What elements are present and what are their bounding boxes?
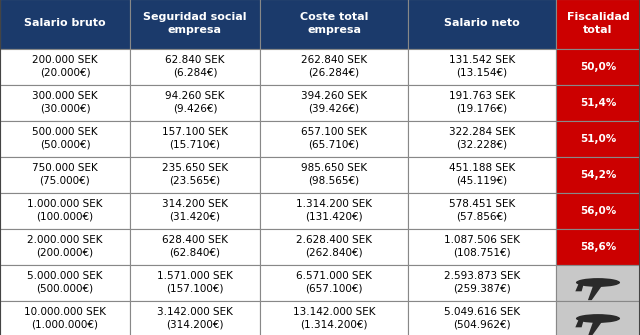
- Text: Salario neto: Salario neto: [444, 18, 520, 28]
- Bar: [0, 84, 130, 121]
- Bar: [260, 265, 408, 300]
- Bar: [130, 193, 260, 228]
- Polygon shape: [588, 282, 604, 300]
- Ellipse shape: [576, 314, 620, 323]
- Ellipse shape: [576, 278, 620, 287]
- Text: Coste total
empresa: Coste total empresa: [300, 12, 368, 35]
- Text: 2.628.400 SEK
(262.840€): 2.628.400 SEK (262.840€): [296, 235, 372, 258]
- Text: 5.000.000 SEK
(500.000€): 5.000.000 SEK (500.000€): [28, 271, 103, 294]
- Text: 191.763 SEK
(19.176€): 191.763 SEK (19.176€): [449, 91, 515, 114]
- Text: 451.188 SEK
(45.119€): 451.188 SEK (45.119€): [449, 163, 515, 186]
- Text: 13.142.000 SEK
(1.314.200€): 13.142.000 SEK (1.314.200€): [292, 307, 375, 330]
- Text: 1.314.200 SEK
(131.420€): 1.314.200 SEK (131.420€): [296, 199, 372, 222]
- Bar: [408, 193, 556, 228]
- Text: 50,0%: 50,0%: [580, 62, 616, 71]
- Bar: [0, 228, 130, 265]
- Bar: [260, 228, 408, 265]
- Bar: [0, 156, 130, 193]
- Text: 10.000.000 SEK
(1.000.000€): 10.000.000 SEK (1.000.000€): [24, 307, 106, 330]
- Text: 1.087.506 SEK
(108.751€): 1.087.506 SEK (108.751€): [444, 235, 520, 258]
- Bar: [556, 0, 640, 49]
- Text: 157.100 SEK
(15.710€): 157.100 SEK (15.710€): [162, 127, 228, 150]
- Text: Salario bruto: Salario bruto: [24, 18, 106, 28]
- Polygon shape: [588, 319, 604, 335]
- Text: 56,0%: 56,0%: [580, 205, 616, 215]
- Bar: [408, 228, 556, 265]
- Bar: [0, 0, 130, 49]
- Text: 322.284 SEK
(32.228€): 322.284 SEK (32.228€): [449, 127, 515, 150]
- Polygon shape: [611, 315, 620, 322]
- Bar: [556, 228, 640, 265]
- Polygon shape: [575, 319, 584, 327]
- Polygon shape: [611, 279, 620, 286]
- Text: 262.840 SEK
(26.284€): 262.840 SEK (26.284€): [301, 55, 367, 78]
- Bar: [130, 0, 260, 49]
- Text: 500.000 SEK
(50.000€): 500.000 SEK (50.000€): [32, 127, 98, 150]
- Bar: [130, 265, 260, 300]
- Bar: [408, 0, 556, 49]
- Text: Fiscalidad
total: Fiscalidad total: [566, 12, 629, 35]
- Bar: [260, 156, 408, 193]
- Polygon shape: [575, 282, 584, 291]
- Text: 3.142.000 SEK
(314.200€): 3.142.000 SEK (314.200€): [157, 307, 233, 330]
- Bar: [130, 228, 260, 265]
- Bar: [260, 49, 408, 84]
- Text: 314.200 SEK
(31.420€): 314.200 SEK (31.420€): [162, 199, 228, 222]
- Text: 2.593.873 SEK
(259.387€): 2.593.873 SEK (259.387€): [444, 271, 520, 294]
- Bar: [556, 156, 640, 193]
- Bar: [556, 84, 640, 121]
- Text: 58,6%: 58,6%: [580, 242, 616, 252]
- Bar: [556, 49, 640, 84]
- Bar: [130, 49, 260, 84]
- Bar: [260, 84, 408, 121]
- Bar: [260, 0, 408, 49]
- Text: 62.840 SEK
(6.284€): 62.840 SEK (6.284€): [165, 55, 225, 78]
- Text: 200.000 SEK
(20.000€): 200.000 SEK (20.000€): [32, 55, 98, 78]
- Bar: [260, 121, 408, 156]
- Text: Seguridad social
empresa: Seguridad social empresa: [143, 12, 247, 35]
- Text: 54,2%: 54,2%: [580, 170, 616, 180]
- Text: 657.100 SEK
(65.710€): 657.100 SEK (65.710€): [301, 127, 367, 150]
- Text: 394.260 SEK
(39.426€): 394.260 SEK (39.426€): [301, 91, 367, 114]
- Text: 131.542 SEK
(13.154€): 131.542 SEK (13.154€): [449, 55, 515, 78]
- Text: 1.571.000 SEK
(157.100€): 1.571.000 SEK (157.100€): [157, 271, 233, 294]
- Bar: [0, 300, 130, 335]
- Bar: [130, 156, 260, 193]
- Bar: [556, 265, 640, 300]
- Bar: [0, 193, 130, 228]
- Text: 628.400 SEK
(62.840€): 628.400 SEK (62.840€): [162, 235, 228, 258]
- Text: 985.650 SEK
(98.565€): 985.650 SEK (98.565€): [301, 163, 367, 186]
- Bar: [556, 300, 640, 335]
- Bar: [260, 193, 408, 228]
- Text: 235.650 SEK
(23.565€): 235.650 SEK (23.565€): [162, 163, 228, 186]
- Bar: [408, 265, 556, 300]
- Text: 2.000.000 SEK
(200.000€): 2.000.000 SEK (200.000€): [28, 235, 103, 258]
- Text: 5.049.616 SEK
(504.962€): 5.049.616 SEK (504.962€): [444, 307, 520, 330]
- Bar: [408, 121, 556, 156]
- Bar: [0, 49, 130, 84]
- Text: 94.260 SEK
(9.426€): 94.260 SEK (9.426€): [165, 91, 225, 114]
- Bar: [130, 300, 260, 335]
- Bar: [408, 49, 556, 84]
- Text: 51,4%: 51,4%: [580, 97, 616, 108]
- Text: 750.000 SEK
(75.000€): 750.000 SEK (75.000€): [32, 163, 98, 186]
- Text: 6.571.000 SEK
(657.100€): 6.571.000 SEK (657.100€): [296, 271, 372, 294]
- Text: 300.000 SEK
(30.000€): 300.000 SEK (30.000€): [32, 91, 98, 114]
- Bar: [0, 121, 130, 156]
- Bar: [408, 156, 556, 193]
- Bar: [260, 300, 408, 335]
- Bar: [556, 193, 640, 228]
- Text: 578.451 SEK
(57.856€): 578.451 SEK (57.856€): [449, 199, 515, 222]
- Bar: [556, 121, 640, 156]
- Text: 51,0%: 51,0%: [580, 134, 616, 143]
- Bar: [130, 84, 260, 121]
- Bar: [408, 84, 556, 121]
- Bar: [408, 300, 556, 335]
- Bar: [130, 121, 260, 156]
- Text: 1.000.000 SEK
(100.000€): 1.000.000 SEK (100.000€): [28, 199, 103, 222]
- Bar: [0, 265, 130, 300]
